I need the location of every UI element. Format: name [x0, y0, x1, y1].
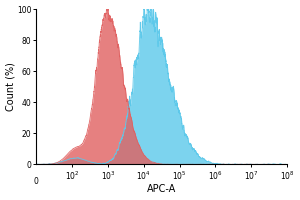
Y-axis label: Count (%): Count (%) — [6, 62, 16, 111]
Text: 0: 0 — [34, 177, 39, 186]
X-axis label: APC-A: APC-A — [147, 184, 176, 194]
